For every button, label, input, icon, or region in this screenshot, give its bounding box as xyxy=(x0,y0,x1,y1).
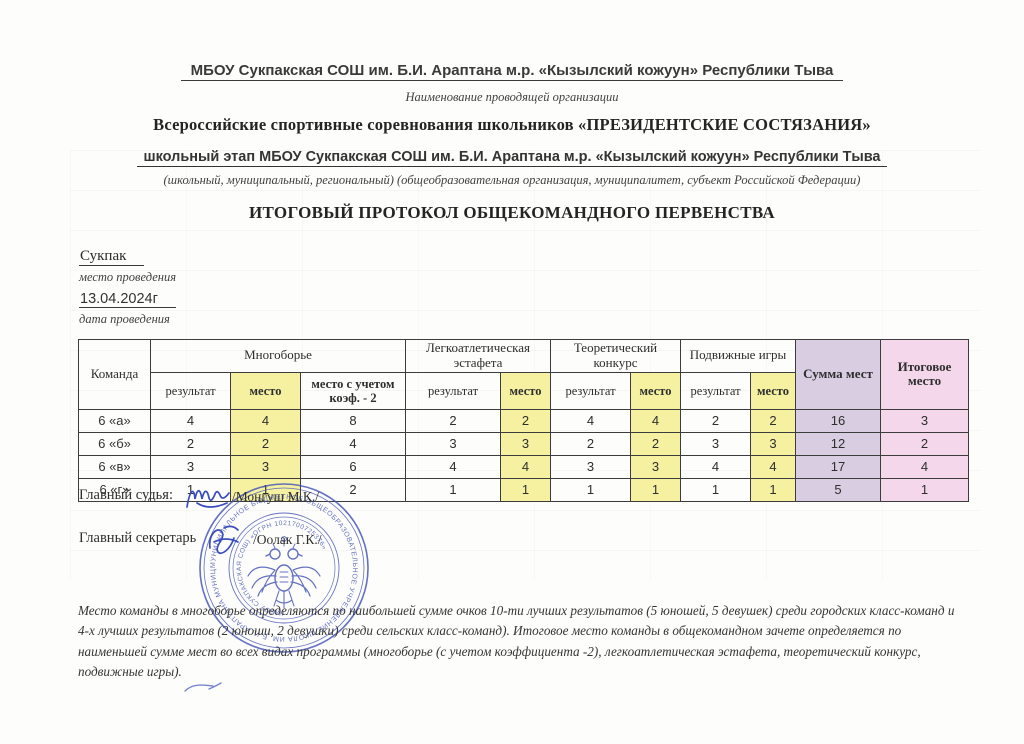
place-cell: 4 xyxy=(500,454,551,479)
result-cell: 1 xyxy=(150,477,231,502)
result-cell: 3 xyxy=(405,431,501,456)
date-caption: дата проведения xyxy=(79,312,170,326)
table-row: 6 «б» 2 2 4 3 3 2 2 3 3 12 2 xyxy=(78,431,970,456)
date-value: 13.04.2024г xyxy=(79,291,176,308)
sum-cell: 12 xyxy=(795,431,882,456)
result-cell: 3 xyxy=(550,454,631,479)
result-cell: 4 xyxy=(680,454,751,479)
col-group-relay: Легкоатлетическая эстафета xyxy=(405,339,551,373)
official-round-stamp: МУНИЦИПАЛЬНОЕ БЮДЖЕТНОЕ ОБЩЕОБРАЗОВАТЕЛЬ… xyxy=(196,480,369,653)
col-header-result: результат xyxy=(550,371,631,410)
final-place-cell: 2 xyxy=(880,431,970,456)
final-place-cell: 3 xyxy=(880,408,970,433)
team-cell: 6 «б» xyxy=(78,431,151,456)
place-cell: 2 xyxy=(630,431,681,456)
place-coef-cell: 6 xyxy=(300,454,406,479)
place-cell: 1 xyxy=(500,477,551,502)
result-cell: 3 xyxy=(150,454,231,479)
sum-cell: 5 xyxy=(795,477,882,502)
result-cell: 2 xyxy=(550,431,631,456)
table-row: 6 «г» 1 1 2 1 1 1 1 1 1 5 1 xyxy=(78,477,970,502)
col-header-final: Итоговое место xyxy=(880,339,970,410)
place-cell: 1 xyxy=(630,477,681,502)
result-cell: 1 xyxy=(405,477,501,502)
venue-value: Сукпак xyxy=(79,249,145,266)
result-cell: 1 xyxy=(680,477,751,502)
venue-caption: место проведения xyxy=(79,270,177,284)
place-cell: 1 xyxy=(749,477,797,502)
table-row: 6 «а» 4 4 8 2 2 4 4 2 2 16 3 xyxy=(78,408,970,433)
team-cell: 6 «в» xyxy=(78,454,151,479)
place-coef-cell: 2 xyxy=(300,477,406,502)
place-cell: 2 xyxy=(500,408,551,433)
organization-name-text: МБОУ Сукпакская СОШ им. Б.И. Араптана м.… xyxy=(180,62,844,81)
judge-label: Главный судья: xyxy=(79,487,173,503)
stage-caption: (школьный, муниципальный, региональный) … xyxy=(163,173,861,187)
scoring-footnote: Место команды в многоборье определяются … xyxy=(78,603,955,680)
place-cell: 4 xyxy=(630,408,681,433)
table-row: 6 «в» 3 3 6 4 4 3 3 4 4 17 4 xyxy=(78,454,970,479)
stray-ink-mark xyxy=(184,682,222,692)
place-coef-cell: 8 xyxy=(300,408,406,433)
place-cell: 3 xyxy=(500,431,551,456)
stage-line-text: школьный этап МБОУ Сукпакская СОШ им. Б.… xyxy=(137,149,887,167)
place-cell: 4 xyxy=(230,408,301,433)
result-cell: 1 xyxy=(550,477,631,502)
col-header-place: место xyxy=(500,371,551,410)
place-cell: 2 xyxy=(749,408,797,433)
results-table: Команда Многоборье Легкоатлетическая эст… xyxy=(78,339,970,502)
result-cell: 2 xyxy=(150,431,231,456)
result-cell: 4 xyxy=(550,408,631,433)
place-cell: 3 xyxy=(749,431,797,456)
col-header-place-coef: место с учетом коэф. - 2 xyxy=(300,371,406,410)
result-cell: 3 xyxy=(680,431,751,456)
table-header-groups: Команда Многоборье Легкоатлетическая эст… xyxy=(78,339,970,410)
col-header-place: место xyxy=(230,371,301,410)
col-header-sum: Сумма мест xyxy=(795,339,882,410)
col-header-result: результат xyxy=(680,371,751,410)
place-cell: 3 xyxy=(630,454,681,479)
place-cell: 3 xyxy=(230,454,301,479)
team-cell: 6 «г» xyxy=(78,477,151,502)
stage-line: школьный этап МБОУ Сукпакская СОШ им. Б.… xyxy=(0,149,1024,167)
sum-cell: 17 xyxy=(795,454,882,479)
meta-block: Сукпак место проведения 13.04.2024г дата… xyxy=(79,249,176,334)
col-group-multisport: Многоборье xyxy=(150,339,406,373)
judge-signature-ink xyxy=(186,489,230,508)
col-header-team: Команда xyxy=(78,339,151,410)
final-place-cell: 4 xyxy=(880,454,970,479)
col-group-theory: Теоретический конкурс xyxy=(550,339,681,373)
secretary-signature-ink xyxy=(208,525,239,555)
secretary-label: Главный секретарь xyxy=(79,530,197,546)
competition-title: Всероссийские спортивные соревнования шк… xyxy=(153,115,871,134)
col-header-result: результат xyxy=(405,371,501,410)
col-header-place: место xyxy=(749,371,797,410)
col-group-games: Подвижные игры xyxy=(679,339,797,373)
final-place-cell: 1 xyxy=(880,477,970,502)
judge-name: /Монгуш М.К./ xyxy=(232,489,319,504)
place-coef-cell: 4 xyxy=(300,431,406,456)
sum-cell: 16 xyxy=(795,408,882,433)
organization-caption: Наименование проводящей организации xyxy=(405,90,619,104)
protocol-title: ИТОГОВЫЙ ПРОТОКОЛ ОБЩЕКОМАНДНОГО ПЕРВЕНС… xyxy=(248,203,775,222)
result-cell: 4 xyxy=(150,408,231,433)
place-cell: 2 xyxy=(230,431,301,456)
result-cell: 4 xyxy=(405,454,501,479)
organization-name: МБОУ Сукпакская СОШ им. Б.И. Араптана м.… xyxy=(0,62,1024,81)
table-header-subcolumns: результат место место с учетом коэф. - 2… xyxy=(79,371,969,410)
col-header-result: результат xyxy=(150,371,231,410)
col-header-place: место xyxy=(630,371,681,410)
double-headed-eagle-emblem xyxy=(247,536,321,609)
team-cell: 6 «а» xyxy=(78,408,151,433)
secretary-name: /Оолак Г.К./ xyxy=(253,532,322,547)
result-cell: 2 xyxy=(405,408,501,433)
place-cell: 4 xyxy=(749,454,797,479)
result-cell: 2 xyxy=(680,408,751,433)
